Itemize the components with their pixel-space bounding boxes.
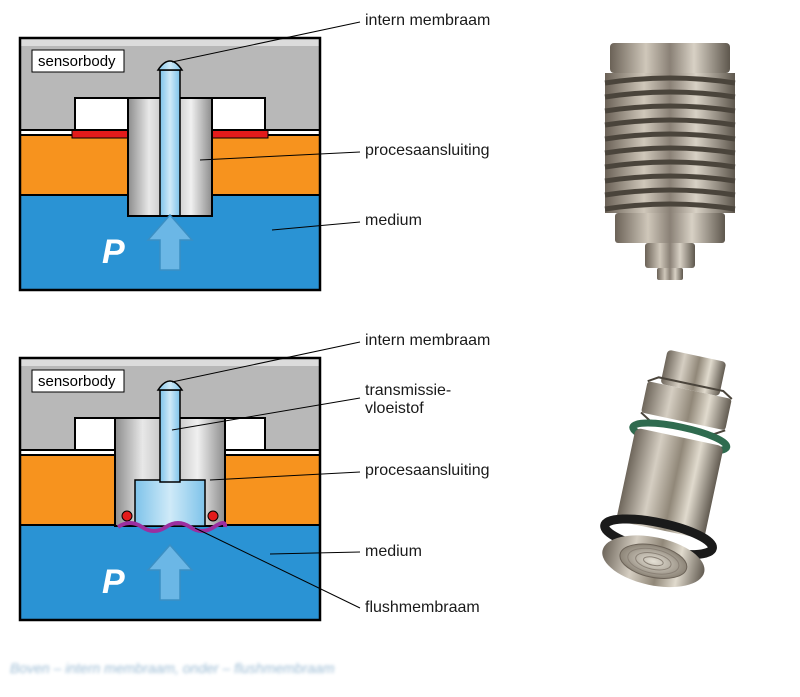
label-procesaansluiting-bottom: procesaansluiting <box>365 462 490 480</box>
pressure-p-top: P <box>102 233 125 271</box>
label-transmissie-line2: vloeistof <box>365 400 424 417</box>
label-transmissie-line1: transmissie- <box>365 382 451 399</box>
sensorbody-box-bottom: sensorbody <box>38 373 116 390</box>
figure-bottom-svgwrap: sensorbody P intern membraam transmissie… <box>10 330 550 635</box>
threaded-sensor-icon <box>585 33 755 283</box>
figure-top-svgwrap: sensorbody P intern membraam procesaansl… <box>10 10 550 305</box>
figure-top-row: sensorbody P intern membraam procesaansl… <box>10 10 790 305</box>
label-transmissie: transmissie- vloeistof <box>365 382 451 417</box>
label-medium-top: medium <box>365 212 422 230</box>
label-medium-bottom: medium <box>365 543 422 561</box>
pressure-p-bottom: P <box>102 563 125 601</box>
label-flushmembraam: flushmembraam <box>365 599 480 617</box>
sensorbody-box-top: sensorbody <box>38 53 116 70</box>
flush-sensor-icon <box>585 348 755 618</box>
figure-bottom-row: sensorbody P intern membraam transmissie… <box>10 330 790 635</box>
label-procesaansluiting-top: procesaansluiting <box>365 142 490 160</box>
photo-top <box>550 33 790 283</box>
label-intern-membraam-top: intern membraam <box>365 12 490 30</box>
figure-caption: Boven – intern membraam, onder – flushme… <box>10 660 790 676</box>
photo-bottom <box>550 348 790 618</box>
label-intern-membraam-bottom: intern membraam <box>365 332 490 350</box>
diagram-bottom: sensorbody P <box>10 330 550 630</box>
